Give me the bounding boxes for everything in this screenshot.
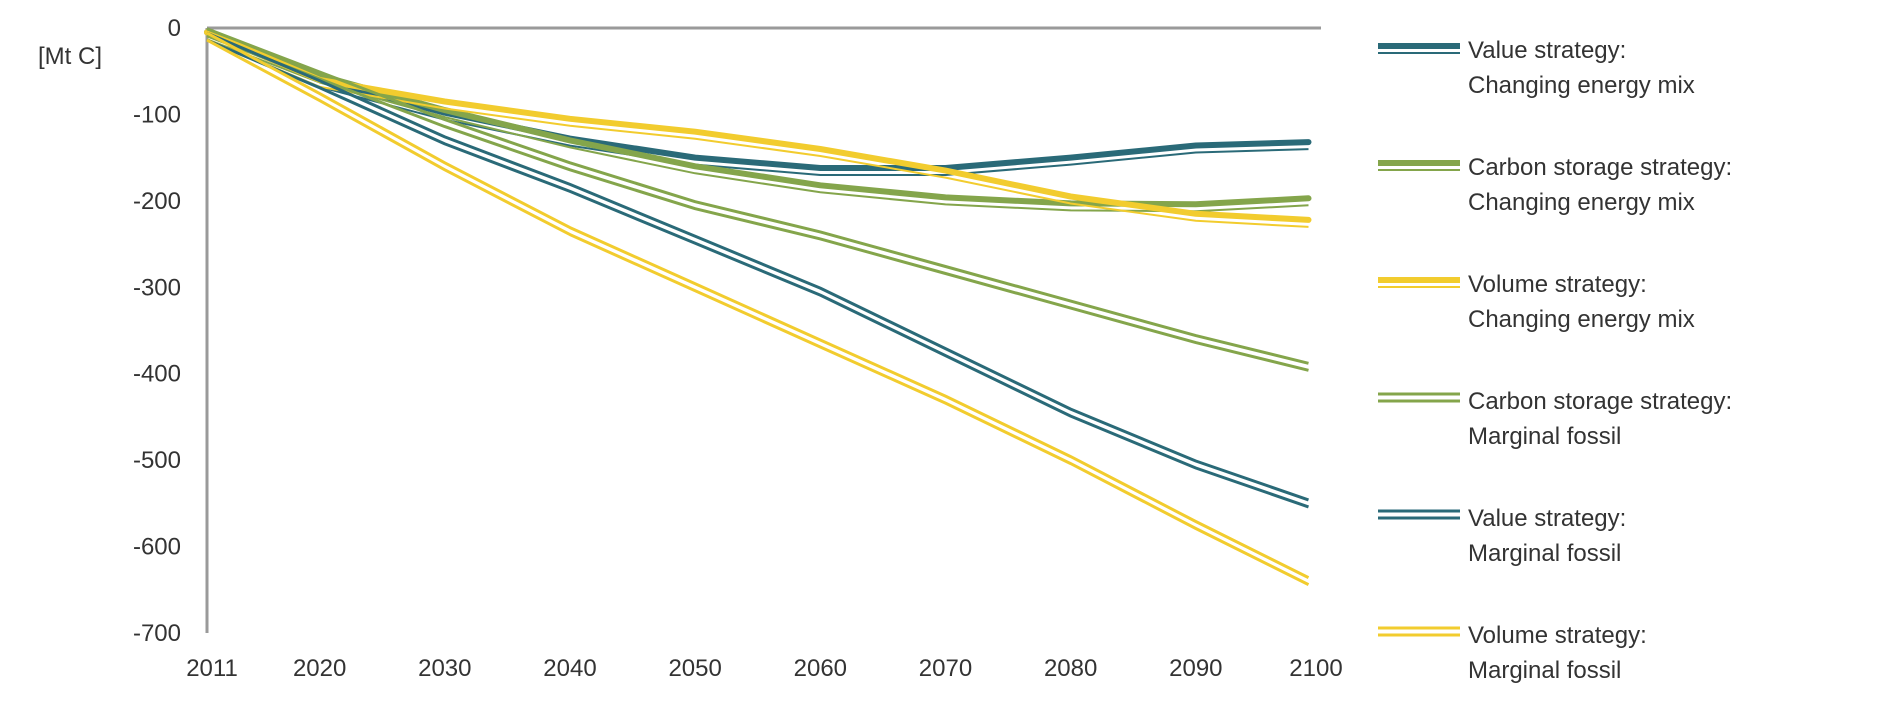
legend-label: Changing energy mix: [1468, 306, 1695, 333]
legend-item: Carbon storage strategy: Changing energy …: [1378, 154, 1732, 216]
series-line-shadow: [206, 38, 1309, 213]
legend-item: Volume strategy: Marginal fossil: [1378, 622, 1647, 684]
y-tick-label: -100: [133, 101, 181, 128]
x-tick-label: 2050: [668, 655, 721, 682]
legend-label: Value strategy:: [1468, 37, 1626, 64]
legend-label: Changing energy mix: [1468, 189, 1695, 216]
series-line: [206, 27, 1309, 372]
legend-item: Value strategy: Marginal fossil: [1378, 505, 1626, 567]
y-tick-label: -300: [133, 274, 181, 301]
x-tick-label: 2070: [919, 655, 972, 682]
chart-lines: [204, 27, 1312, 586]
y-tick-label: -700: [133, 620, 181, 647]
x-tick-label: 2030: [418, 655, 471, 682]
x-tick-label: 2060: [794, 655, 847, 682]
series-line: [204, 29, 1312, 228]
y-tick-label: -500: [133, 447, 181, 474]
series-line-lower: [206, 38, 1309, 509]
legend-label: Marginal fossil: [1468, 540, 1621, 567]
legend-label: Marginal fossil: [1468, 423, 1621, 450]
series-line-shadow: [206, 38, 1309, 228]
chart-legend: Value strategy:Changing energy mixCarbon…: [1378, 37, 1732, 684]
legend-label: Volume strategy:: [1468, 271, 1647, 298]
series-line-main: [204, 29, 1312, 223]
y-unit-label: [Mt C]: [38, 43, 102, 70]
y-tick-label: -200: [133, 188, 181, 215]
series-line-upper: [206, 31, 1310, 579]
series-line-upper: [206, 31, 1309, 502]
legend-label: Carbon storage strategy:: [1468, 388, 1732, 415]
series-line-main: [204, 29, 1312, 208]
x-tick-label: 2011: [186, 655, 238, 682]
legend-label: Marginal fossil: [1468, 657, 1621, 684]
series-line: [206, 31, 1309, 509]
legend-item: Value strategy: Changing energy mix: [1378, 37, 1695, 99]
y-tick-label: -400: [133, 361, 181, 388]
series-line-lower: [206, 34, 1309, 372]
legend-item: Volume strategy: Changing energy mix: [1378, 271, 1695, 333]
x-tick-label: 2080: [1044, 655, 1097, 682]
legend-label: Changing energy mix: [1468, 72, 1695, 99]
x-tick-label: 2040: [543, 655, 596, 682]
legend-label: Volume strategy:: [1468, 622, 1647, 649]
x-tick-label: 2020: [293, 655, 346, 682]
series-line-lower: [206, 38, 1310, 586]
legend-item: Carbon storage strategy: Marginal fossil: [1378, 388, 1732, 450]
legend-label: Value strategy:: [1468, 505, 1626, 532]
series-line: [206, 31, 1310, 586]
legend-label: Carbon storage strategy:: [1468, 154, 1732, 181]
series-line-upper: [206, 27, 1309, 365]
x-tick-label: 2100: [1289, 655, 1342, 682]
x-tick-label: 2090: [1169, 655, 1222, 682]
y-tick-label: 0: [168, 15, 181, 42]
y-tick-label: -600: [133, 534, 181, 561]
series-line-shadow: [206, 38, 1309, 176]
